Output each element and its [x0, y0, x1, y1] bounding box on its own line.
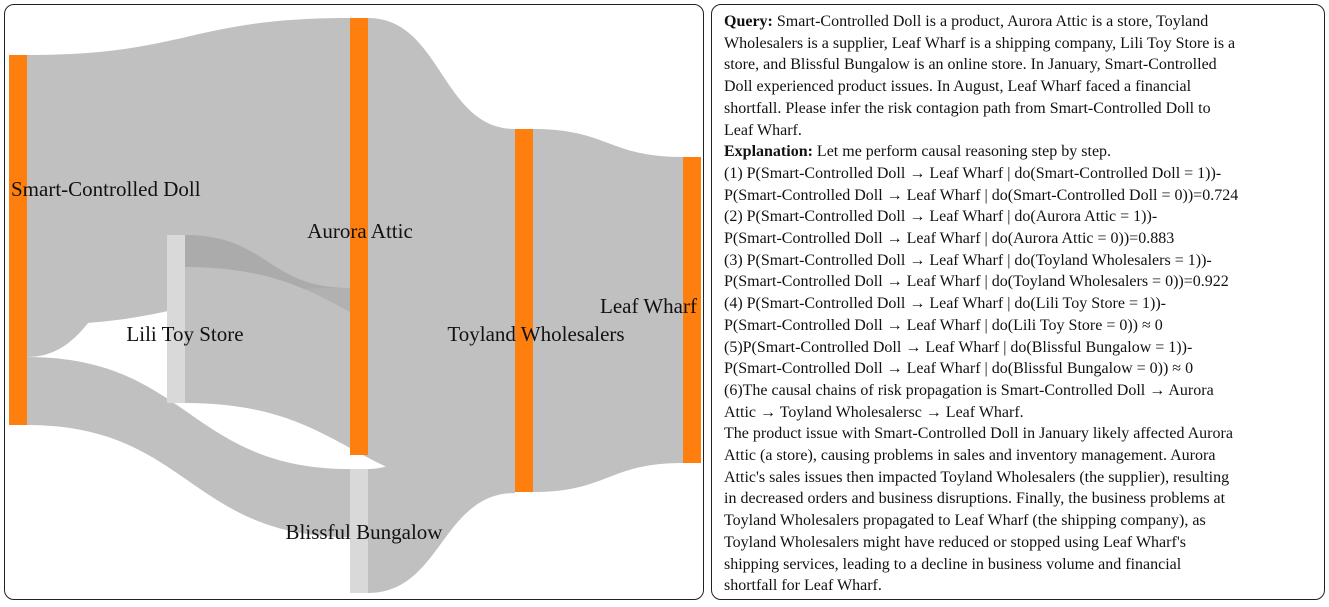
node-label-leaf: Leaf Wharf [600, 294, 697, 318]
explanation-line: shipping services, leading to a decline … [724, 555, 1182, 573]
link-doll-to-blissful [27, 357, 350, 537]
node-label-aurora: Aurora Attic [307, 219, 413, 243]
explanation-line: (1) P(Smart-Controlled Doll → Leaf Wharf… [724, 164, 1222, 182]
query-line: Query: Smart-Controlled Doll is a produc… [724, 13, 1209, 30]
explanation-line: P(Smart-Controlled Doll → Leaf Wharf | d… [724, 186, 1239, 204]
link-doll-to-aurora [27, 18, 350, 325]
node-leaf [683, 157, 701, 463]
query-line: shortfall. Please infer the risk contagi… [724, 99, 1211, 117]
explanation-line: P(Smart-Controlled Doll → Leaf Wharf | d… [724, 316, 1163, 334]
explanation-line: P(Smart-Controlled Doll → Leaf Wharf | d… [724, 230, 1175, 248]
query-paragraph: Query: Smart-Controlled Doll is a produc… [724, 11, 1314, 141]
explanation-paragraph: Explanation: Let me perform causal reaso… [724, 141, 1314, 597]
node-lili [167, 235, 185, 403]
sankey-links [27, 18, 683, 593]
node-label-blissful: Blissful Bungalow [286, 520, 444, 544]
query-line: store, and Blissful Bungalow is an onlin… [724, 56, 1217, 74]
explanation-line: (4) P(Smart-Controlled Doll → Leaf Wharf… [724, 295, 1166, 313]
explanation-line: Attic's sales issues then impacted Toyla… [724, 468, 1230, 486]
link-aurora-to-toyland [368, 18, 515, 455]
query-line: Leaf Wharf. [724, 121, 802, 139]
explanation-line: Toyland Wholesalers might have reduced o… [724, 533, 1186, 551]
explanation-line: P(Smart-Controlled Doll → Leaf Wharf | d… [724, 273, 1229, 291]
explanation-line: Attic → Toyland Wholesalersc → Leaf Whar… [724, 403, 1024, 421]
link-doll-to-lili [27, 235, 167, 357]
explanation-line: (5)P(Smart-Controlled Doll → Leaf Wharf … [724, 338, 1193, 356]
node-label-lili: Lili Toy Store [126, 322, 243, 346]
sankey-labels: Smart-Controlled Doll Lili Toy Store Auror… [11, 177, 697, 544]
explanation-line: (2) P(Smart-Controlled Doll → Leaf Wharf… [724, 208, 1158, 226]
link-blissful-to-toyland [368, 357, 515, 593]
node-label-doll: Smart-Controlled Doll [11, 177, 201, 201]
sankey-diagram-panel: Smart-Controlled Doll Lili Toy Store Auror… [4, 4, 704, 600]
query-line: Wholesalers is a supplier, Leaf Wharf is… [724, 34, 1236, 52]
explanation-line: (6)The causal chains of risk propagation… [724, 381, 1214, 399]
explanation-line: shortfall for Leaf Wharf. [724, 577, 882, 595]
explanation-line: Explanation: Let me perform causal reaso… [724, 143, 1112, 161]
link-toyland-to-leaf [533, 129, 683, 492]
node-label-toyland: Toyland Wholesalers [447, 322, 624, 346]
query-label: Query: [724, 13, 773, 30]
explanation-label: Explanation: [724, 143, 813, 161]
node-doll [9, 55, 27, 425]
reasoning-text-panel: Query: Smart-Controlled Doll is a produc… [711, 4, 1325, 600]
query-line: Doll experienced product issues. In Augu… [724, 78, 1192, 96]
node-aurora [350, 18, 368, 455]
sankey-diagram: Smart-Controlled Doll Lili Toy Store Auror… [9, 18, 701, 593]
explanation-line: Toyland Wholesalers propagated to Leaf W… [724, 512, 1206, 530]
node-blissful [350, 469, 368, 593]
explanation-line: (3) P(Smart-Controlled Doll → Leaf Wharf… [724, 251, 1212, 269]
explanation-line: P(Smart-Controlled Doll → Leaf Wharf | d… [724, 360, 1194, 378]
explanation-line: Attic (a store), causing problems in sal… [724, 447, 1216, 465]
explanation-line: The product issue with Smart-Controlled … [724, 425, 1233, 443]
sankey-nodes [9, 18, 701, 593]
node-toyland [515, 129, 533, 492]
explanation-line: in decreased orders and business disrupt… [724, 490, 1226, 508]
